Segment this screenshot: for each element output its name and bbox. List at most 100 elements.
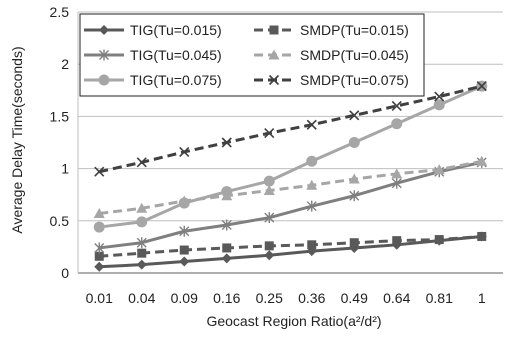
data-point xyxy=(434,91,445,102)
legend-label: TIG(Tu=0.075) xyxy=(130,72,222,88)
legend-item: SMDP(Tu=0.075) xyxy=(254,72,409,88)
data-point xyxy=(433,99,445,111)
data-point xyxy=(476,81,487,92)
legend-item: SMDP(Tu=0.015) xyxy=(254,22,409,38)
legend-label: SMDP(Tu=0.045) xyxy=(300,47,409,63)
x-tick-label: 0.81 xyxy=(426,290,453,306)
y-tick-label: 0 xyxy=(61,265,69,281)
data-point xyxy=(136,259,147,270)
x-tick-label: 0.64 xyxy=(383,290,410,306)
legend-box xyxy=(79,13,425,97)
data-point xyxy=(264,212,275,224)
x-tick-label: 0.01 xyxy=(86,290,113,306)
data-point xyxy=(307,240,317,250)
data-point xyxy=(348,137,360,148)
series-4 xyxy=(93,80,488,233)
data-point xyxy=(94,251,104,261)
series-1 xyxy=(94,231,487,261)
data-point xyxy=(264,250,275,261)
x-tick-label: 0.36 xyxy=(298,290,325,306)
data-point xyxy=(264,128,275,139)
data-point xyxy=(349,110,360,121)
series-3 xyxy=(93,155,488,218)
data-point xyxy=(306,119,317,130)
legend-marker xyxy=(98,74,110,86)
x-tick-label: 0.25 xyxy=(256,290,283,306)
legend-marker xyxy=(268,74,280,86)
x-axis-label: Geocast Region Ratio(a²/d²) xyxy=(206,313,381,329)
data-point xyxy=(392,236,402,246)
legend-item: SMDP(Tu=0.045) xyxy=(254,47,409,63)
data-point xyxy=(306,200,317,212)
data-point xyxy=(93,207,105,218)
data-point xyxy=(179,256,190,267)
x-tick-label: 0.16 xyxy=(213,290,240,306)
series-5 xyxy=(94,81,487,177)
data-point xyxy=(222,243,232,253)
data-point xyxy=(137,248,147,258)
x-tick-label: 0.09 xyxy=(171,290,198,306)
data-point xyxy=(179,245,189,255)
y-axis-label: Average Delay Time(seconds) xyxy=(9,46,25,233)
axes: 0 0.5 1 1.5 2 2.5 0.01 0.04 0.09 0.16 0.25 0.36 0.49… xyxy=(50,4,503,306)
y-tick-label: 1 xyxy=(61,161,69,177)
data-point xyxy=(93,221,105,233)
data-point xyxy=(221,219,232,231)
data-point xyxy=(136,216,148,228)
data-point xyxy=(221,186,233,198)
series-line xyxy=(99,159,483,215)
series-2 xyxy=(94,156,487,254)
y-tick-label: 2 xyxy=(61,56,69,72)
data-point xyxy=(136,237,147,249)
data-point xyxy=(476,155,488,166)
series-0 xyxy=(94,231,487,272)
y-tick-label: 0.5 xyxy=(50,213,70,229)
series-line xyxy=(99,234,482,258)
data-point xyxy=(391,168,403,179)
data-point xyxy=(179,225,190,237)
data-point xyxy=(94,261,105,272)
data-point xyxy=(391,100,402,112)
legend-label: SMDP(Tu=0.015) xyxy=(300,22,409,38)
data-point xyxy=(136,202,148,213)
data-point xyxy=(263,185,275,196)
y-tick-label: 1.5 xyxy=(50,108,70,124)
legend-label: TIG(Tu=0.015) xyxy=(130,22,222,38)
data-point xyxy=(264,241,274,251)
x-tick-label: 0.04 xyxy=(128,290,155,306)
legend: TIG(Tu=0.015) SMDP(Tu=0.015) TIG(Tu=0.045)… xyxy=(79,13,425,97)
y-tick-label: 2.5 xyxy=(50,4,70,20)
data-point xyxy=(221,253,232,264)
data-point xyxy=(136,157,147,168)
legend-item: TIG(Tu=0.015) xyxy=(84,22,222,38)
data-point xyxy=(391,177,402,189)
legend-item: TIG(Tu=0.075) xyxy=(84,72,222,88)
data-point xyxy=(391,118,403,130)
x-tick-label: 0.49 xyxy=(341,290,368,306)
series-line xyxy=(99,160,483,250)
data-point xyxy=(178,197,190,209)
legend-marker xyxy=(269,25,279,35)
data-point xyxy=(179,146,190,157)
data-point xyxy=(477,231,487,241)
data-point xyxy=(94,242,105,254)
data-point xyxy=(306,179,318,190)
legend-item: TIG(Tu=0.045) xyxy=(84,47,222,63)
data-point xyxy=(434,235,444,245)
legend-label: SMDP(Tu=0.075) xyxy=(300,72,409,88)
data-point xyxy=(349,190,360,202)
series-line xyxy=(99,234,482,269)
data-point xyxy=(263,175,275,187)
legend-marker xyxy=(99,49,109,61)
data-point xyxy=(221,137,232,148)
x-tick-label: 1 xyxy=(478,290,486,306)
series-layer xyxy=(93,80,488,272)
data-point xyxy=(348,173,360,184)
legend-marker xyxy=(268,49,280,60)
data-point xyxy=(306,155,318,167)
series-line xyxy=(98,84,483,174)
series-line xyxy=(99,84,483,229)
legend-marker xyxy=(99,25,109,35)
